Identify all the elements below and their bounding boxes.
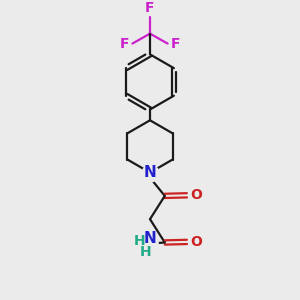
Text: N: N: [144, 165, 156, 180]
Text: H: H: [140, 245, 151, 260]
Text: O: O: [190, 188, 202, 202]
Text: O: O: [190, 235, 202, 249]
Text: F: F: [171, 37, 181, 51]
Text: N: N: [144, 231, 156, 246]
Text: H: H: [134, 234, 146, 248]
Text: F: F: [145, 1, 155, 15]
Text: F: F: [119, 37, 129, 51]
